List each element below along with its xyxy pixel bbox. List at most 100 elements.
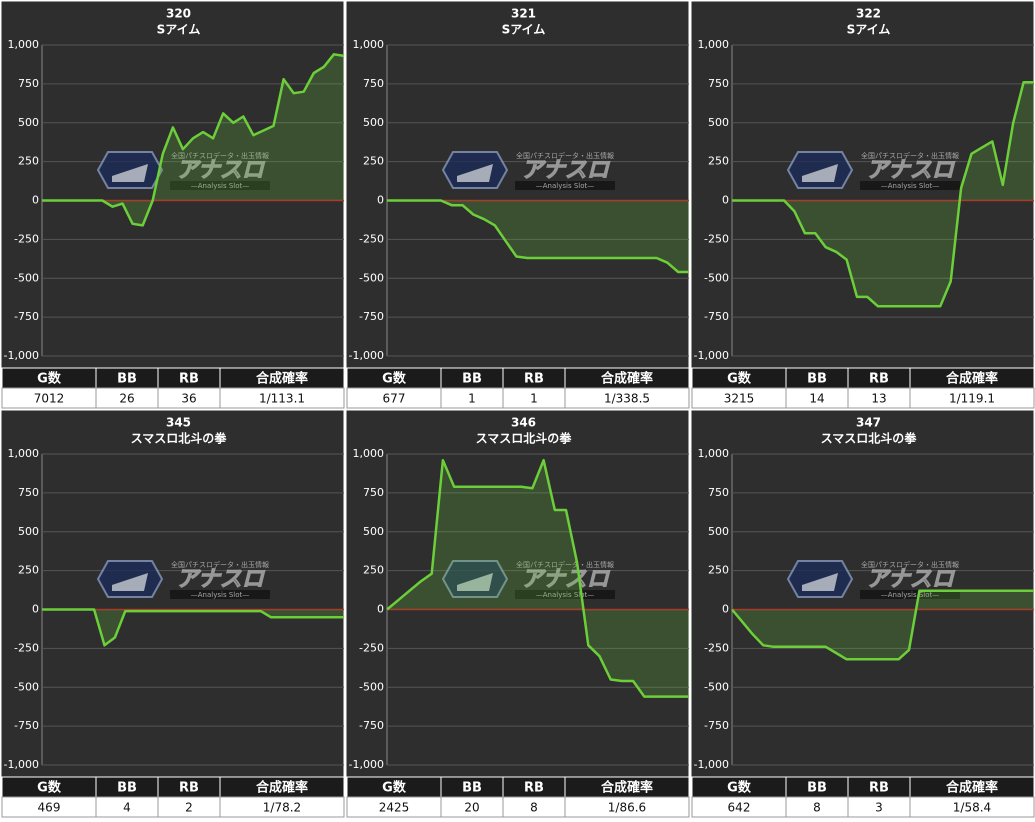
chart-title: 321 [511,7,536,21]
table-header: BB [462,372,482,387]
watermark-tagline: 全国パチスロデータ・出玉情報 [171,151,269,160]
chart-subtitle: スマスロ北斗の拳 [476,431,573,446]
table-header: G数 [727,780,752,796]
watermark-band [170,181,270,190]
table-header: RB [524,781,544,796]
area-fill [732,590,1034,660]
y-tick-label: 750 [18,77,39,90]
table-value: 677 [383,392,406,406]
y-tick-label: -250 [704,232,729,245]
y-tick-label: 250 [708,564,729,577]
y-tick-label: 750 [18,486,39,499]
chart-subtitle: スマスロ北斗の拳 [131,431,228,446]
watermark-tagline: 全国パチスロデータ・出玉情報 [516,560,614,569]
panel: 321 Sアイム -1,000 -750 -500 -250 0 250 500 750 1,000… [345,0,690,409]
y-tick-label: 500 [363,525,384,538]
table-value: 7012 [34,392,65,406]
table-value: 8 [813,801,821,815]
watermark-subtitle: —Analysis Slot— [191,591,249,599]
table-header: BB [117,781,137,796]
y-tick-label: -500 [359,680,384,693]
y-tick-label: 750 [708,77,729,90]
table-value: 2425 [379,801,410,815]
y-tick-label: 1,000 [698,447,730,460]
y-tick-label: 0 [722,603,729,616]
logo-mark [112,164,148,182]
y-tick-label: -500 [14,271,39,284]
table-header: G数 [37,371,62,387]
panel: 320 Sアイム -1,000 -750 -500 -250 0 250 500 750 1,000… [0,0,345,409]
table-value: 1/78.2 [263,801,301,815]
y-tick-label: 1,000 [353,447,385,460]
panel: 322 Sアイム -1,000 -750 -500 -250 0 250 500 750 1,000… [690,0,1035,409]
y-tick-label: -250 [359,232,384,245]
table-header: RB [869,372,889,387]
table-value: 1 [468,392,476,406]
table-header: BB [807,372,827,387]
y-tick-label: -750 [704,310,729,323]
table-value: 1/86.6 [608,801,646,815]
watermark-tagline: 全国パチスロデータ・出玉情報 [861,560,959,569]
table-header: G数 [37,780,62,796]
table-cell [564,796,690,818]
y-tick-label: 250 [18,155,39,168]
watermark-band [515,181,615,190]
y-tick-label: 0 [377,603,384,616]
table-header: 合成確率 [946,371,998,387]
y-tick-label: -1,000 [4,349,39,362]
y-tick-label: -250 [704,641,729,654]
table-header: 合成確率 [601,371,653,387]
watermark-tagline: 全国パチスロデータ・出玉情報 [516,151,614,160]
y-tick-label: 500 [708,116,729,129]
panel-bg [345,0,690,409]
table-value: 3 [875,801,883,815]
watermark-title: アナスロ [176,158,266,183]
chart-subtitle: スマスロ北斗の拳 [821,431,918,446]
y-tick-label: 500 [363,116,384,129]
table-cell [219,796,345,818]
y-tick-label: 1,000 [8,38,40,51]
y-tick-label: 0 [32,194,39,207]
y-tick-label: 250 [363,564,384,577]
area-fill [42,609,344,646]
y-tick-label: -1,000 [4,758,39,771]
y-tick-label: 0 [722,194,729,207]
watermark-title: アナスロ [176,567,266,592]
y-tick-label: -750 [14,310,39,323]
table-cell [909,387,1035,409]
y-tick-label: 500 [18,116,39,129]
y-tick-label: -500 [359,271,384,284]
table-header: BB [462,781,482,796]
area-fill [387,460,689,697]
watermark-subtitle: —Analysis Slot— [191,182,249,190]
y-tick-label: -500 [704,680,729,693]
y-tick-label: 500 [18,525,39,538]
y-tick-label: 250 [18,564,39,577]
panel-bg [690,409,1035,818]
chart-title: 320 [166,7,191,21]
table-header: BB [117,372,137,387]
panel-bg [690,0,1035,409]
line [42,608,344,647]
watermark-band [860,181,960,190]
line [386,458,689,698]
y-tick-label: -250 [14,641,39,654]
table-header: RB [179,781,199,796]
area-fill [387,200,689,272]
table-header: RB [869,781,889,796]
table-value: 2 [185,801,193,815]
logo-mark [802,164,838,182]
y-tick-label: -250 [14,232,39,245]
y-tick-label: 0 [377,194,384,207]
chart-title: 346 [511,416,536,430]
panel-bg [345,409,690,818]
logo-mark [802,573,838,591]
watermark-band [170,590,270,599]
table-header: 合成確率 [946,780,998,796]
chart-title: 322 [856,7,881,21]
logo-mark [457,573,493,591]
